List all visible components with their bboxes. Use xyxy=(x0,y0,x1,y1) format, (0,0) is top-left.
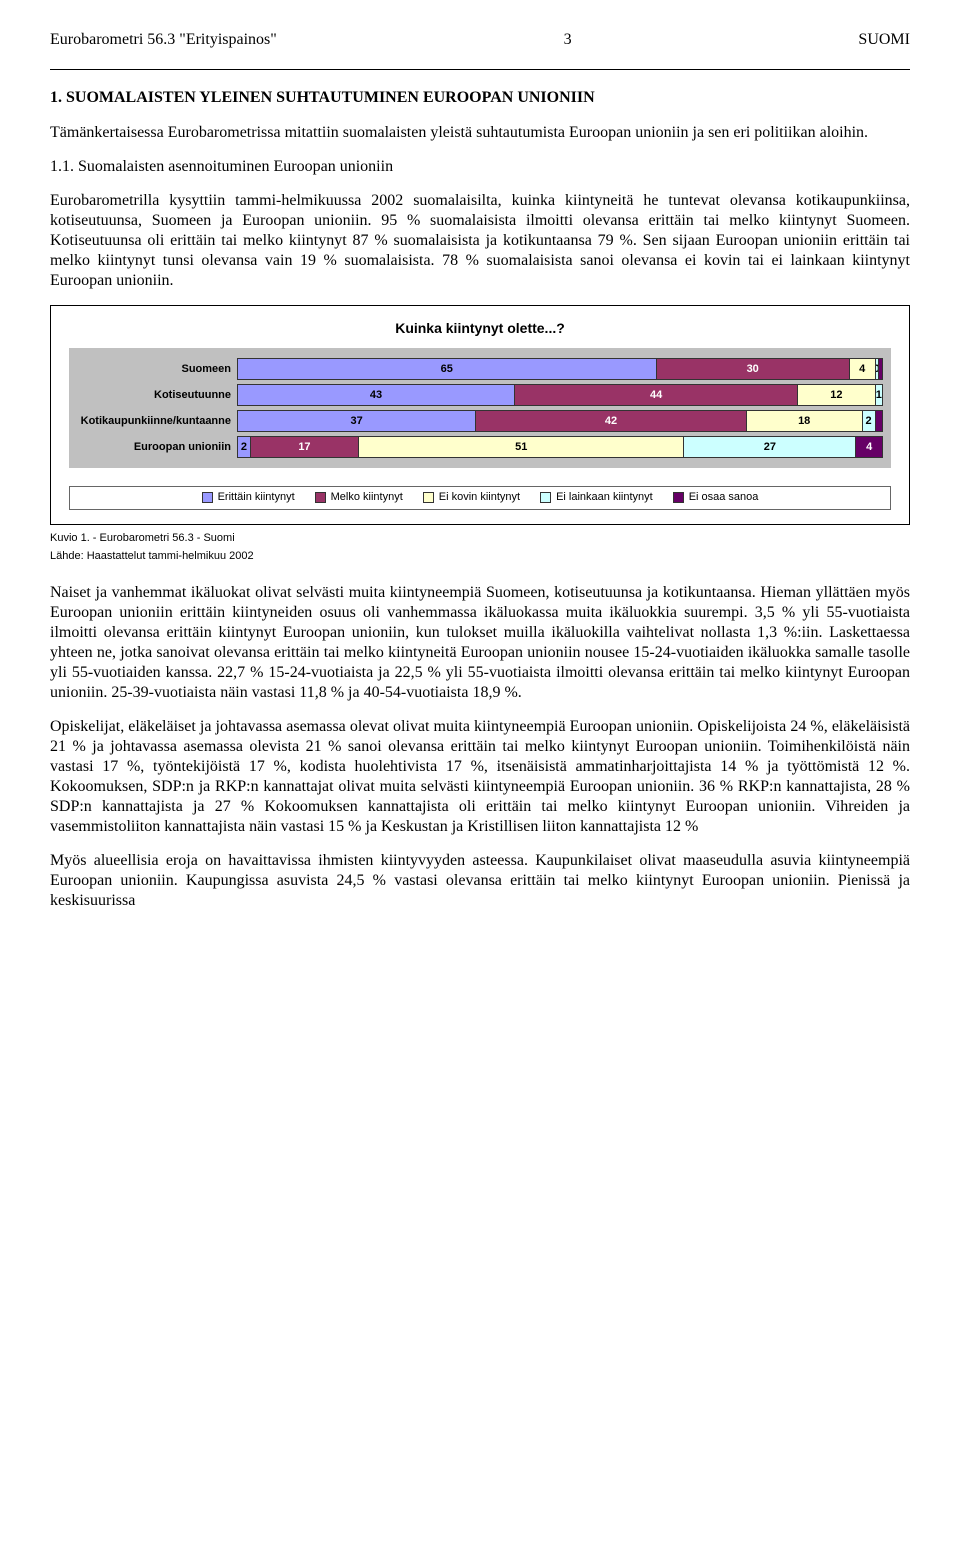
bar-segment: 51 xyxy=(359,437,684,457)
legend-swatch xyxy=(202,492,213,503)
chart-plot-area: Suomeen653040Kotiseutuunne4344121Kotikau… xyxy=(69,348,891,468)
bar-segment: 44 xyxy=(515,385,798,405)
bar-segment: 65 xyxy=(238,359,657,379)
subsection-number: 1.1. xyxy=(50,158,74,175)
legend-label: Melko kiintynyt xyxy=(331,491,403,504)
bar-segment: 2 xyxy=(238,437,251,457)
section-intro: Tämänkertaisessa Eurobarometrissa mitatt… xyxy=(50,123,910,143)
chart-bar-row: Kotiseutuunne4344121 xyxy=(77,384,883,406)
section-heading: 1. SUOMALAISTEN YLEINEN SUHTAUTUMINEN EU… xyxy=(50,88,910,107)
bar-category-label: Kotikaupunkiinne/kuntaanne xyxy=(77,415,237,428)
section-title: SUOMALAISTEN YLEINEN SUHTAUTUMINEN EUROO… xyxy=(66,89,595,106)
legend-label: Ei osaa sanoa xyxy=(689,491,759,504)
legend-item: Erittäin kiintynyt xyxy=(202,491,295,504)
legend-swatch xyxy=(423,492,434,503)
subsection-para-1: Eurobarometrilla kysyttiin tammi-helmiku… xyxy=(50,191,910,291)
legend-item: Ei lainkaan kiintynyt xyxy=(540,491,653,504)
legend-item: Ei osaa sanoa xyxy=(673,491,759,504)
subsection-title: Suomalaisten asennoituminen Euroopan uni… xyxy=(78,158,393,175)
bar-segment: 37 xyxy=(238,411,476,431)
chart-bar-row: Euroopan unioniin21751274 xyxy=(77,436,883,458)
page-header: Eurobarometri 56.3 "Erityispainos" 3 SUO… xyxy=(50,30,910,49)
bar-segment: 4 xyxy=(856,437,882,457)
bar-segment: 2 xyxy=(863,411,876,431)
bar-segment: 27 xyxy=(684,437,856,457)
chart-container: Kuinka kiintynyt olette...? Suomeen65304… xyxy=(50,305,910,525)
bar-segment: 42 xyxy=(476,411,746,431)
section-number: 1. xyxy=(50,89,62,106)
body-para-3: Myös alueellisia eroja on havaittavissa … xyxy=(50,851,910,911)
bar-track: 4344121 xyxy=(237,384,883,406)
header-rule xyxy=(50,69,910,70)
bar-segment xyxy=(876,411,882,431)
chart-bar-row: Suomeen653040 xyxy=(77,358,883,380)
chart-caption-2: Lähde: Haastattelut tammi-helmikuu 2002 xyxy=(50,549,910,563)
bar-category-label: Suomeen xyxy=(77,363,237,376)
bar-segment: 1 xyxy=(876,385,882,405)
legend-item: Melko kiintynyt xyxy=(315,491,403,504)
bar-segment: 12 xyxy=(798,385,875,405)
bar-segment: 4 xyxy=(850,359,876,379)
bar-segment: 17 xyxy=(251,437,359,457)
legend-label: Ei lainkaan kiintynyt xyxy=(556,491,653,504)
bar-track: 3742182 xyxy=(237,410,883,432)
bar-category-label: Kotiseutuunne xyxy=(77,389,237,402)
bar-track: 21751274 xyxy=(237,436,883,458)
legend-swatch xyxy=(540,492,551,503)
bar-segment: 43 xyxy=(238,385,515,405)
bar-segment: 30 xyxy=(657,359,850,379)
chart-title: Kuinka kiintynyt olette...? xyxy=(69,320,891,337)
chart-caption-1: Kuvio 1. - Eurobarometri 56.3 - Suomi xyxy=(50,531,910,545)
chart-legend: Erittäin kiintynyt Melko kiintynyt Ei kovi… xyxy=(69,486,891,509)
legend-swatch xyxy=(315,492,326,503)
legend-item: Ei kovin kiintynyt xyxy=(423,491,520,504)
bar-track: 653040 xyxy=(237,358,883,380)
legend-label: Erittäin kiintynyt xyxy=(218,491,295,504)
bar-segment xyxy=(879,359,882,379)
legend-label: Ei kovin kiintynyt xyxy=(439,491,520,504)
bar-category-label: Euroopan unioniin xyxy=(77,441,237,454)
legend-swatch xyxy=(673,492,684,503)
header-right: SUOMI xyxy=(858,30,910,49)
body-para-2: Opiskelijat, eläkeläiset ja johtavassa a… xyxy=(50,717,910,837)
page-number: 3 xyxy=(564,30,572,49)
chart-bar-row: Kotikaupunkiinne/kuntaanne3742182 xyxy=(77,410,883,432)
subsection-heading: 1.1. Suomalaisten asennoituminen Euroopa… xyxy=(50,157,910,176)
header-left: Eurobarometri 56.3 "Erityispainos" xyxy=(50,30,277,49)
bar-segment: 18 xyxy=(747,411,863,431)
body-para-1: Naiset ja vanhemmat ikäluokat olivat sel… xyxy=(50,583,910,703)
